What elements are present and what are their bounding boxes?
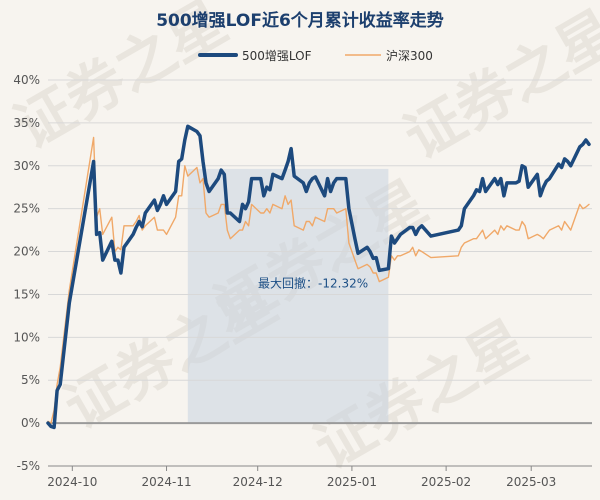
- grid: 40% 35% 30% 25% 20% 15% 10% 5% 0% -5%: [13, 73, 592, 473]
- y-tick-label: 40%: [13, 73, 40, 87]
- x-tick-label: 2025-01: [327, 475, 377, 489]
- y-tick-label: 10%: [13, 330, 40, 344]
- y-tick-label: -5%: [17, 459, 40, 473]
- max-drawdown-label: 最大回撤：-12.32%: [258, 276, 368, 291]
- y-tick-label: 5%: [21, 373, 40, 387]
- series-line-csi300: [47, 136, 590, 424]
- y-tick-label: 25%: [13, 202, 40, 216]
- y-tick-label: 35%: [13, 116, 40, 130]
- legend-label-series-2: 沪深300: [386, 49, 433, 63]
- y-tick-label: 0%: [21, 416, 40, 430]
- y-tick-label: 30%: [13, 159, 40, 173]
- legend-label-series-1: 500增强LOF: [242, 49, 312, 63]
- series-line-500-enhanced: [46, 124, 591, 430]
- legend: 500增强LOF 沪深300: [198, 49, 433, 63]
- drawdown-shade: [187, 168, 389, 424]
- x-tick-label: 2024-12: [233, 475, 283, 489]
- y-tick-label: 20%: [13, 245, 40, 259]
- x-tick-label: 2025-03: [506, 475, 556, 489]
- x-tick-label: 2025-02: [421, 475, 471, 489]
- x-tick-label: 2024-11: [141, 475, 191, 489]
- y-tick-label: 15%: [13, 287, 40, 301]
- x-tick-label: 2024-10: [47, 475, 97, 489]
- drawdown-area: [187, 168, 389, 424]
- series-lines: [46, 124, 591, 430]
- x-axis: 2024-10 2024-11 2024-12 2025-01 2025-02 2025-…: [47, 465, 592, 489]
- chart-title: 500增强LOF近6个月累计收益率走势: [156, 10, 444, 31]
